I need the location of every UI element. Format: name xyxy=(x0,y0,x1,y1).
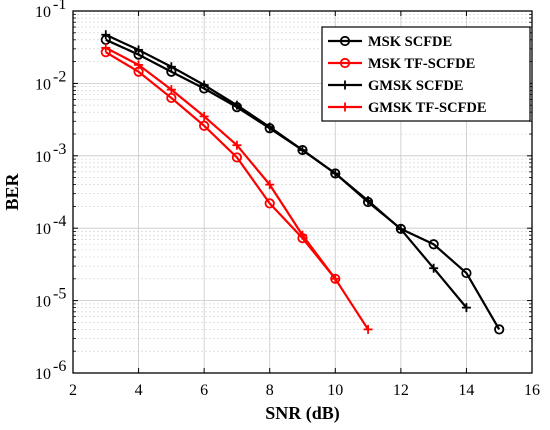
y-tick-label: 10 xyxy=(35,4,51,21)
legend-label: GMSK SCFDE xyxy=(368,78,463,94)
y-axis-title: BER xyxy=(2,172,22,210)
plus-marker xyxy=(429,263,439,273)
legend-entry: GMSK SCFDE xyxy=(328,78,463,94)
legend: MSK SCFDE MSK TF-SCFDE GMSK SCFDE GMSK TF-S… xyxy=(321,26,531,122)
plus-marker xyxy=(134,45,144,55)
plus-marker xyxy=(199,111,209,121)
plus-marker xyxy=(232,140,242,150)
x-tick-label: 8 xyxy=(266,382,274,399)
y-tick-label: 10 xyxy=(35,76,51,93)
plus-marker xyxy=(166,62,176,72)
plus-marker xyxy=(363,196,373,206)
y-tick-exponent: -5 xyxy=(53,286,66,303)
series-line xyxy=(105,33,468,309)
plus-marker xyxy=(101,30,111,40)
circle-marker xyxy=(231,152,243,163)
legend-entry: GMSK TF-SCFDE xyxy=(328,100,487,116)
plus-marker xyxy=(265,122,275,132)
x-tick-label: 10 xyxy=(327,382,343,399)
x-tick-label: 2 xyxy=(69,382,77,399)
circle-marker xyxy=(339,57,351,69)
series-layer xyxy=(100,30,505,335)
y-tick-label: 10 xyxy=(35,221,51,238)
plus-marker xyxy=(298,230,307,240)
circle-marker xyxy=(494,324,505,335)
y-tick-exponent: -4 xyxy=(53,213,66,230)
series-2 xyxy=(101,30,471,313)
legend-label: MSK SCFDE xyxy=(368,34,452,50)
y-tick-exponent: -2 xyxy=(53,68,66,85)
plus-marker xyxy=(166,85,176,95)
legend-label: GMSK TF-SCFDE xyxy=(368,100,487,116)
x-tick-label: 4 xyxy=(135,382,143,399)
plus-marker xyxy=(396,224,406,234)
plus-marker xyxy=(330,274,340,284)
y-tick-label: 10 xyxy=(35,294,51,311)
plus-marker xyxy=(265,180,275,190)
x-tick-label: 6 xyxy=(200,382,208,399)
plus-marker xyxy=(298,145,307,155)
plus-marker xyxy=(232,100,242,110)
circle-marker xyxy=(339,35,351,47)
plus-marker xyxy=(101,43,111,53)
series-3 xyxy=(101,43,373,334)
legend-label: MSK TF-SCFDE xyxy=(368,56,475,72)
series-line xyxy=(105,51,337,280)
circle-marker xyxy=(264,198,275,209)
x-tick-label: 12 xyxy=(393,382,409,399)
x-tick-label: 14 xyxy=(458,382,474,399)
y-tick-label: 10 xyxy=(35,366,51,383)
plot-frame xyxy=(72,10,533,374)
y-tick-exponent: -1 xyxy=(53,0,66,13)
plus-marker xyxy=(330,168,340,178)
plus-marker xyxy=(199,80,209,90)
legend-entry: MSK TF-SCFDE xyxy=(328,56,475,72)
y-tick-label: 10 xyxy=(35,149,51,166)
circle-marker xyxy=(199,120,210,131)
y-tick-exponent: -3 xyxy=(53,141,66,158)
circle-marker xyxy=(428,239,439,250)
grid xyxy=(73,11,532,373)
y-tick-exponent: -6 xyxy=(53,358,66,375)
legend-box xyxy=(321,26,531,122)
plus-marker xyxy=(134,60,144,70)
x-tick-label: 16 xyxy=(524,382,540,399)
plus-marker xyxy=(340,102,350,112)
x-axis-title: SNR (dB) xyxy=(265,403,340,424)
plus-marker xyxy=(363,324,373,334)
legend-entry: MSK SCFDE xyxy=(328,34,452,50)
circle-marker xyxy=(461,267,472,279)
plus-marker xyxy=(461,303,471,313)
plus-marker xyxy=(340,80,350,90)
